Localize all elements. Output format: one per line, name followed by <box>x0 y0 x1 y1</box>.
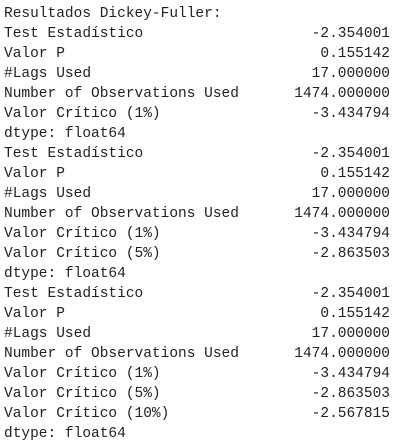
row-label: Valor P <box>4 306 65 322</box>
row-label: Valor Crítico (5%) <box>4 386 161 402</box>
output-row: Valor Crítico (5%) -2.863503 <box>4 384 390 404</box>
row-label: Test Estadístico <box>4 286 144 302</box>
row-value: -3.434794 <box>311 106 390 122</box>
row-label: Number of Observations Used <box>4 206 239 222</box>
row-value: 17.000000 <box>311 326 390 342</box>
row-label: Valor Crítico (1%) <box>4 366 161 382</box>
output-row: Valor Crítico (5%) -2.863503 <box>4 244 390 264</box>
output-row: Valor P 0.155142 <box>4 164 390 184</box>
row-value: 0.155142 <box>320 166 390 182</box>
row-value: 17.000000 <box>311 186 390 202</box>
output-row: #Lags Used 17.000000 <box>4 324 390 344</box>
row-label: Valor P <box>4 46 65 62</box>
output-row: Valor P 0.155142 <box>4 304 390 324</box>
output-row: Valor Crítico (10%) -2.567815 <box>4 404 390 424</box>
dtype-footer: dtype: float64 <box>4 266 126 282</box>
row-label: Valor P <box>4 166 65 182</box>
row-value: -2.354001 <box>311 286 390 302</box>
row-label: Number of Observations Used <box>4 346 239 362</box>
row-value: 1474.000000 <box>294 346 390 362</box>
row-value: -2.354001 <box>311 26 390 42</box>
row-value: 1474.000000 <box>294 86 390 102</box>
output-row: Test Estadístico -2.354001 <box>4 284 390 304</box>
output-row: Number of Observations Used 1474.000000 <box>4 204 390 224</box>
row-label: Number of Observations Used <box>4 86 239 102</box>
row-value: -2.863503 <box>311 386 390 402</box>
output-row: Test Estadístico -2.354001 <box>4 24 390 44</box>
row-value: 17.000000 <box>311 66 390 82</box>
row-label: Test Estadístico <box>4 26 144 42</box>
row-value: -2.354001 <box>311 146 390 162</box>
dtype-footer: dtype: float64 <box>4 126 126 142</box>
row-value: 0.155142 <box>320 46 390 62</box>
output-row: #Lags Used 17.000000 <box>4 184 390 204</box>
row-value: -3.434794 <box>311 226 390 242</box>
output-row: #Lags Used 17.000000 <box>4 64 390 84</box>
row-label: Test Estadístico <box>4 146 144 162</box>
row-label: #Lags Used <box>4 186 92 202</box>
row-label: #Lags Used <box>4 326 92 342</box>
output-row: Valor Crítico (1%) -3.434794 <box>4 104 390 124</box>
row-label: Valor Crítico (5%) <box>4 246 161 262</box>
output-row: Valor P 0.155142 <box>4 44 390 64</box>
row-value: 0.155142 <box>320 306 390 322</box>
dtype-footer: dtype: float64 <box>4 426 126 442</box>
row-value: 1474.000000 <box>294 206 390 222</box>
output-row: Valor Crítico (1%) -3.434794 <box>4 364 390 384</box>
row-value: -2.567815 <box>311 406 390 422</box>
row-label: Valor Crítico (10%) <box>4 406 170 422</box>
row-label: Valor Crítico (1%) <box>4 226 161 242</box>
row-label: #Lags Used <box>4 66 92 82</box>
output-row: Number of Observations Used 1474.000000 <box>4 84 390 104</box>
row-value: -2.863503 <box>311 246 390 262</box>
output-row: Number of Observations Used 1474.000000 <box>4 344 390 364</box>
row-label: Valor Crítico (1%) <box>4 106 161 122</box>
output-row: Test Estadístico -2.354001 <box>4 144 390 164</box>
output-row: Valor Crítico (1%) -3.434794 <box>4 224 390 244</box>
row-value: -3.434794 <box>311 366 390 382</box>
output-title: Resultados Dickey-Fuller: <box>4 6 222 22</box>
